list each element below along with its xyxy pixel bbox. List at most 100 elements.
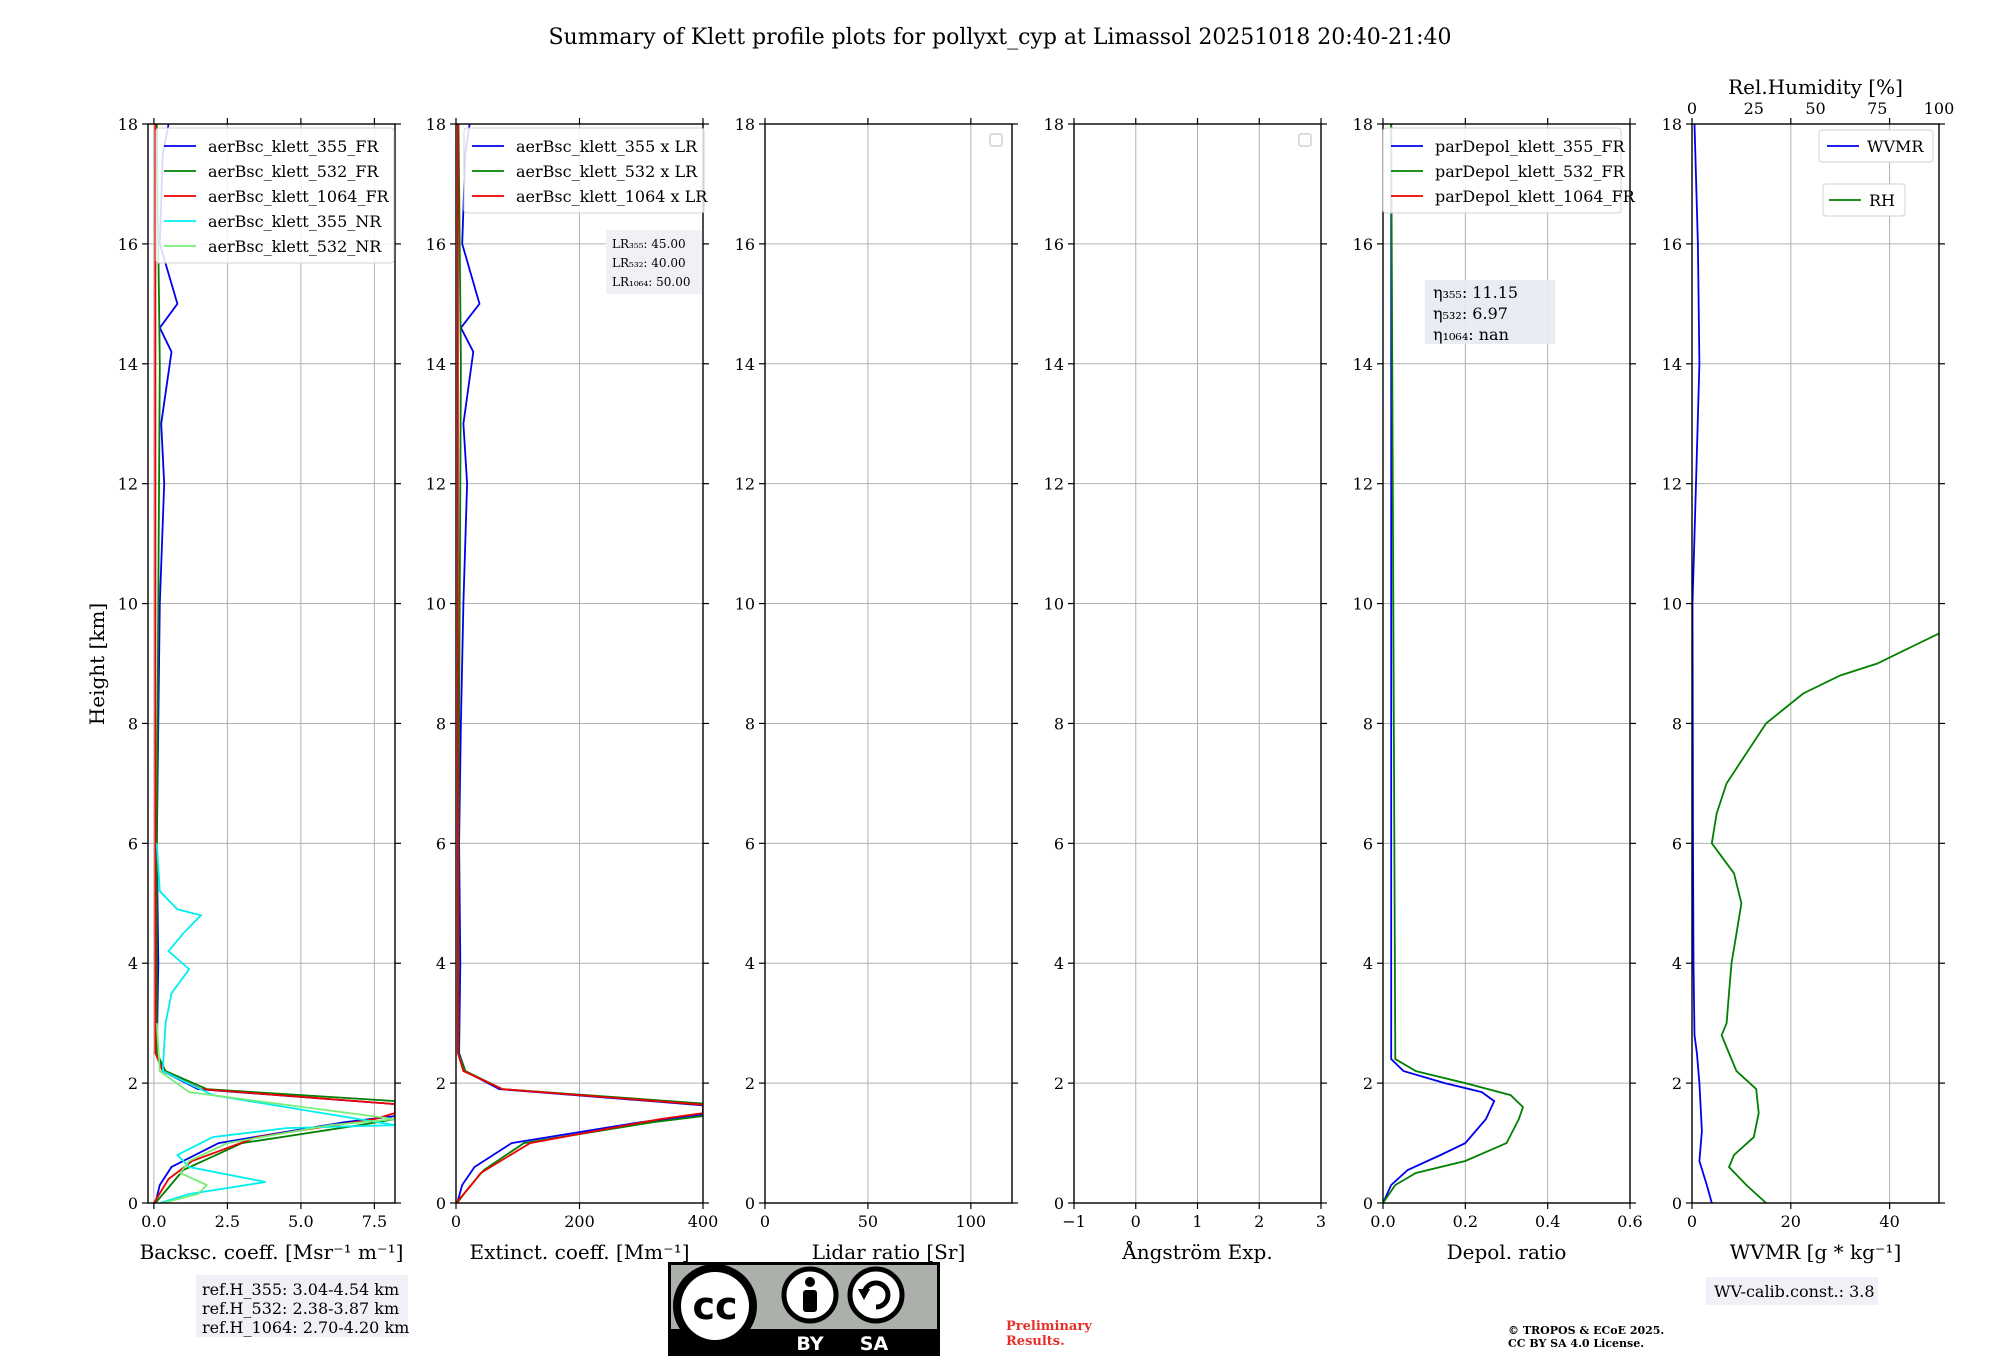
panel-wv: 0 2 4 6 8 10 12 14 16 18 0 20 40 WVMR [g * kg⁻¹] 0 25 50…: [1662, 75, 1955, 1305]
copyright-line-2: CC BY SA 4.0 License.: [1508, 1337, 1644, 1350]
legend-label: parDepol_klett_532_FR: [1435, 162, 1626, 181]
panel-bsc: 0 2 4 6 8 10 12 14 16 18 0.0 2.5 5.0 7.5 Backsc. coeff…: [118, 115, 409, 1337]
series-parDepol_klett_355_FR: [1383, 124, 1496, 1203]
y-tick-label: 2: [1054, 1074, 1064, 1093]
y-tick-label: 6: [1054, 834, 1064, 853]
x-tick-label: 40: [1879, 1212, 1899, 1231]
x-tick-label: 0: [1131, 1212, 1141, 1231]
y-tick-label: 18: [735, 115, 755, 134]
y-tick-label: 4: [1672, 954, 1682, 973]
y-tick-label: 6: [745, 834, 755, 853]
y-tick-label: 12: [1662, 475, 1682, 494]
top-x-tick-label: 100: [1924, 99, 1955, 118]
legend-label: parDepol_klett_355_FR: [1435, 137, 1626, 156]
empty-legend: [1298, 133, 1312, 147]
y-tick-label: 8: [745, 714, 755, 733]
y-tick-label: 14: [1662, 355, 1682, 374]
legend-label-wvmr: WVMR: [1867, 137, 1924, 156]
y-tick-label: 16: [735, 235, 755, 254]
top-x-tick-label: 50: [1805, 99, 1825, 118]
sa-label: SA: [860, 1333, 889, 1355]
x-tick-label: 2: [1254, 1212, 1264, 1231]
legend-rh: RH: [1822, 183, 1906, 217]
y-tick-label: 8: [128, 714, 138, 733]
legend-wvmr: WVMR: [1818, 129, 1934, 163]
legend-label: parDepol_klett_1064_FR: [1435, 187, 1636, 206]
legend-box: [155, 127, 395, 264]
legend-box: [1382, 127, 1622, 214]
y-tick-label: 8: [1363, 714, 1373, 733]
annotation: η₃₅₅: 11.15 η₅₃₂: 6.97 η₁₀₆₄: nan: [1425, 280, 1555, 344]
axes-frame: [1073, 123, 1322, 1204]
legend: aerBsc_klett_355_FR aerBsc_klett_532_FRae…: [155, 127, 395, 264]
top-x-tick-label: 0: [1687, 99, 1697, 118]
cc-logo-icon: [681, 1272, 749, 1340]
axes-frame: [455, 123, 704, 1204]
axes-frame: [1691, 123, 1940, 1204]
series-aerBsc_klett_355_FR: [154, 124, 395, 1203]
panel-ext: 0 2 4 6 8 10 12 14 16 18 0 200 400 Extinct. coeff. [M…: [426, 115, 719, 1264]
legend-label: aerBsc_klett_355 x LR: [516, 137, 698, 156]
x-tick-label: 1: [1192, 1212, 1202, 1231]
annotation-line: LR₅₃₂: 40.00: [612, 256, 686, 270]
y-tick-label: 10: [1662, 595, 1682, 614]
y-tick-label: 2: [436, 1074, 446, 1093]
x-tick-label: 0.6: [1617, 1212, 1642, 1231]
y-tick-label: 10: [1044, 595, 1064, 614]
copyright-line-1: © TROPOS & ECoE 2025.: [1508, 1324, 1664, 1337]
x-axis-label: Depol. ratio: [1447, 1240, 1567, 1264]
series-aerBsc_klett_532_FR: [154, 124, 395, 1203]
y-tick-label: 14: [426, 355, 446, 374]
y-tick-label: 2: [745, 1074, 755, 1093]
y-tick-label: 14: [1353, 355, 1373, 374]
y-tick-label: 0: [1054, 1194, 1064, 1213]
series-aerBsc_klett_355_NR: [155, 843, 395, 1203]
x-tick-label: 3: [1316, 1212, 1326, 1231]
y-tick-label: 0: [1672, 1194, 1682, 1213]
annotation-line: η₁₀₆₄: nan: [1433, 325, 1509, 344]
y-tick-label: 6: [1363, 834, 1373, 853]
y-tick-label: 18: [118, 115, 138, 134]
y-tick-label: 12: [118, 475, 138, 494]
legend-label: aerBsc_klett_532_NR: [208, 237, 382, 256]
annotation-line: ref.H_355: 3.04-4.54 km: [202, 1280, 399, 1299]
y-tick-label: 8: [1054, 714, 1064, 733]
y-tick-label: 8: [436, 714, 446, 733]
y-tick-label: 4: [745, 954, 755, 973]
top-x-axis-label: Rel.Humidity [%]: [1728, 75, 1903, 99]
annotation-line: LR₁₀₆₄: 50.00: [612, 275, 690, 289]
annotation-line: LR₃₅₅: 45.00: [612, 237, 686, 251]
x-tick-label: 200: [564, 1212, 595, 1231]
sa-share-arrow: [858, 1289, 870, 1300]
by-person-head: [805, 1277, 815, 1287]
y-tick-label: 16: [1353, 235, 1373, 254]
y-tick-label: 6: [128, 834, 138, 853]
annotation-box: [606, 230, 702, 294]
legend-label: aerBsc_klett_355_NR: [208, 212, 382, 231]
annotation-box: [1706, 1277, 1878, 1305]
panel-dep: 0 2 4 6 8 10 12 14 16 18 0.0 0.2 0.4 0.6 Depol. ratio p…: [1353, 115, 1643, 1264]
top-x-tick-label: 25: [1744, 99, 1764, 118]
y-tick-label: 10: [426, 595, 446, 614]
legend: parDepol_klett_355_FR parDepol_klett_532_…: [1382, 127, 1636, 214]
y-tick-label: 4: [436, 954, 446, 973]
series-aerBsc_klett_1064_FR: [153, 124, 395, 1203]
series-aerBsc_klett_1064 x LR: [456, 124, 703, 1203]
y-tick-label: 0: [1363, 1194, 1373, 1213]
y-tick-label: 6: [1672, 834, 1682, 853]
sa-share-icon: [847, 1266, 905, 1324]
series-aerBsc_klett_532_NR: [155, 1023, 395, 1203]
legend-label: aerBsc_klett_1064_FR: [208, 187, 390, 206]
x-tick-label: 20: [1781, 1212, 1801, 1231]
legend-label-rh: RH: [1869, 191, 1895, 210]
annotation-line: η₃₅₅: 11.15: [1433, 283, 1518, 302]
legend-label: aerBsc_klett_1064 x LR: [516, 187, 708, 206]
y-tick-label: 16: [118, 235, 138, 254]
series-aerBsc_klett_355 x LR: [456, 124, 703, 1203]
y-tick-label: 12: [735, 475, 755, 494]
y-tick-label: 8: [1672, 714, 1682, 733]
annotation-line: WV-calib.const.: 3.8: [1714, 1282, 1875, 1301]
y-tick-label: 18: [1662, 115, 1682, 134]
